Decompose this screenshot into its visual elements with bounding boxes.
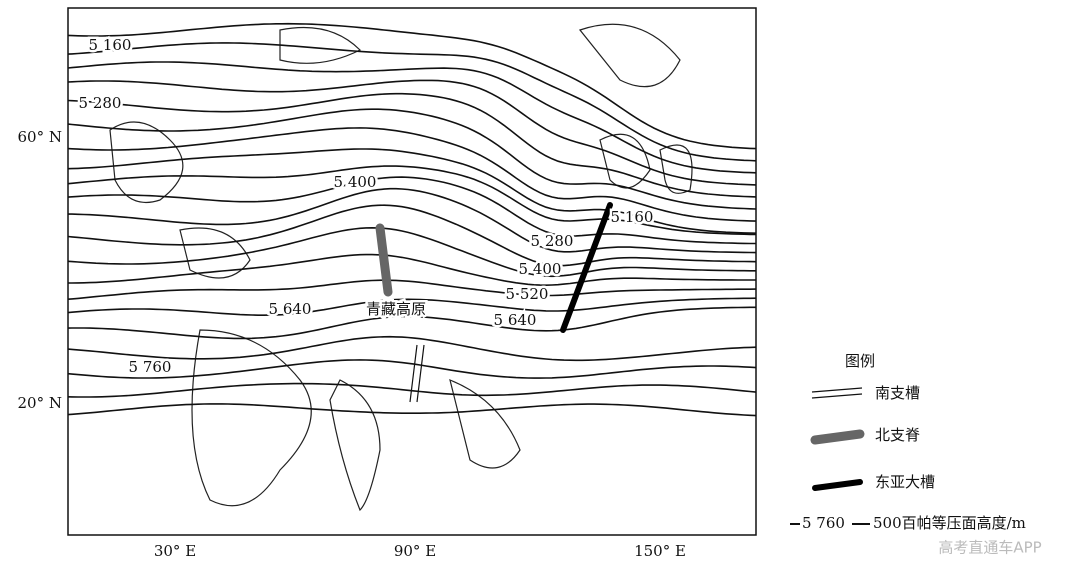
contour-line <box>68 306 756 340</box>
contour-label: 5 160 <box>611 208 654 226</box>
x-axis-label: 30° E <box>154 542 196 560</box>
x-axis-label: 90° E <box>394 542 436 560</box>
south-branch-trough <box>409 344 425 403</box>
y-axis-label: 20° N <box>18 394 62 412</box>
contour-line <box>68 127 756 222</box>
contour-line <box>68 253 756 287</box>
contour-line <box>68 165 756 236</box>
east-asia-trough <box>560 202 613 333</box>
contour-label: 5 760 <box>129 358 172 376</box>
legend-south-trough <box>811 387 863 399</box>
contour-line <box>68 279 756 301</box>
contour-label: 5 160 <box>89 36 132 54</box>
north-branch-ridge <box>375 223 393 297</box>
contour-line <box>68 176 756 245</box>
contour-line <box>68 22 756 150</box>
contour-label: 5 280 <box>531 232 574 250</box>
contour-line <box>68 42 756 162</box>
contour-line <box>68 108 756 210</box>
legend-trough <box>812 479 863 491</box>
legend-contour-unit: 500百帕等压面高度/m <box>873 514 1026 532</box>
legend-item: 东亚大槽 <box>875 473 935 491</box>
map-frame <box>67 7 757 536</box>
contour-line <box>68 226 756 278</box>
watermark: 高考直通车APP <box>938 539 1041 557</box>
contour-line <box>68 79 756 186</box>
legend-ridge <box>810 429 865 445</box>
contour-group <box>68 22 756 512</box>
contour-line <box>68 92 756 198</box>
contour-label: 5 640 <box>494 311 537 329</box>
legend-title: 图例 <box>845 352 875 370</box>
contour-line <box>68 403 756 417</box>
contour-line <box>68 382 756 398</box>
region-label: 青藏高原 <box>366 300 426 318</box>
contour-line <box>68 61 756 174</box>
contour-label: 5 280 <box>79 94 122 112</box>
contour-label: 5 520 <box>506 285 549 303</box>
legend-contour-sample: 5 760 <box>802 514 845 532</box>
contour-line <box>68 148 756 235</box>
contour-label: 5 400 <box>334 173 377 191</box>
coastline <box>109 23 693 512</box>
contour-line <box>68 335 756 362</box>
contour-label: 5 640 <box>269 300 312 318</box>
contour-line <box>68 187 756 254</box>
contour-label: 5 400 <box>519 260 562 278</box>
contour-line <box>68 204 756 267</box>
legend-item: 南支槽 <box>875 384 920 402</box>
contour-line <box>68 297 756 316</box>
y-axis-label: 60° N <box>18 128 62 146</box>
legend-item: 北支脊 <box>875 426 920 444</box>
x-axis-label: 150° E <box>634 542 686 560</box>
contour-line <box>68 359 756 379</box>
